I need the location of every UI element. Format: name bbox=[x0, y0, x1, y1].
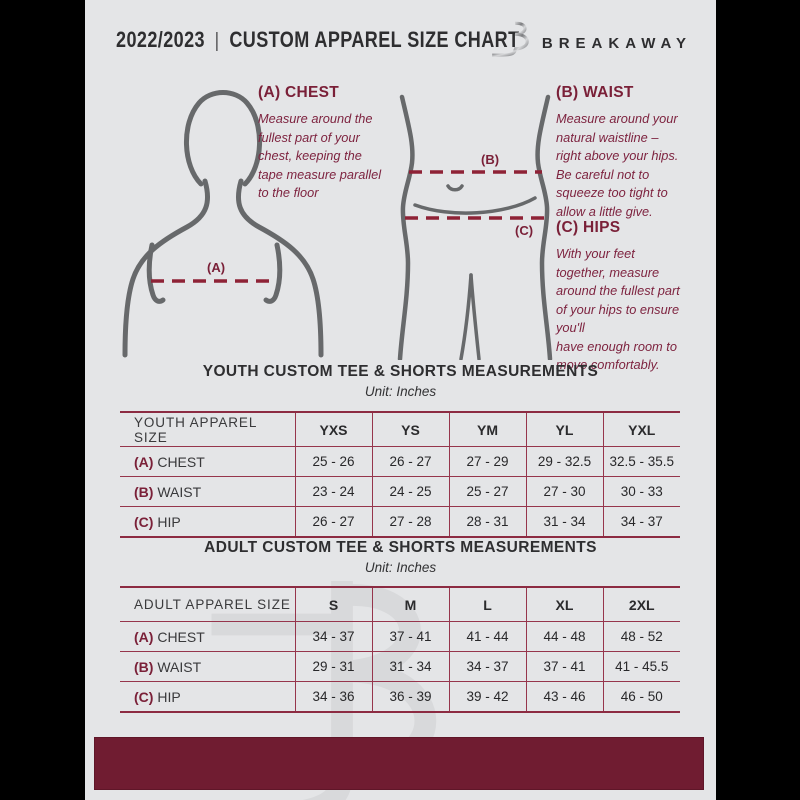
table-cell: 26 - 27 bbox=[371, 446, 449, 477]
table-cell: 26 - 27 bbox=[294, 506, 372, 537]
table-header-row: YOUTH APPAREL SIZE YXS YS YM YL YXL bbox=[120, 412, 680, 447]
table-cell: 36 - 39 bbox=[371, 681, 449, 712]
column-header: 2XL bbox=[602, 587, 680, 622]
table-cell: 34 - 37 bbox=[448, 651, 526, 682]
table-cell: 28 - 31 bbox=[448, 506, 526, 537]
table-cell: 27 - 30 bbox=[525, 476, 603, 507]
season-label: 2022/2023 bbox=[116, 27, 205, 52]
adult-size-header-label: ADULT APPAREL SIZE bbox=[134, 597, 291, 612]
hips-marker-label: (C) bbox=[515, 223, 533, 238]
lower-body-figure: (B) (C) bbox=[397, 94, 553, 360]
column-header: S bbox=[294, 587, 372, 622]
table-row: (B) WAIST 23 - 24 24 - 25 25 - 27 27 - 3… bbox=[120, 476, 680, 507]
row-label: (C) HIP bbox=[120, 506, 295, 537]
table-cell: 32.5 - 35.5 bbox=[602, 446, 680, 477]
waist-instruction-body: Measure around your natural waistline – … bbox=[556, 111, 679, 219]
table-cell: 30 - 33 bbox=[602, 476, 680, 507]
youth-table-unit: Unit: Inches bbox=[364, 384, 437, 399]
column-header: YM bbox=[448, 412, 526, 447]
table-row: (C) HIP 34 - 36 36 - 39 39 - 42 43 - 46 … bbox=[120, 681, 680, 712]
waist-instruction: (B) WAIST Measure around your natural wa… bbox=[556, 84, 716, 221]
table-row: (A) CHEST 25 - 26 26 - 27 27 - 29 29 - 3… bbox=[120, 446, 680, 477]
table-cell: 37 - 41 bbox=[371, 621, 449, 652]
chest-instruction-body: Measure around the fullest part of your … bbox=[258, 111, 382, 201]
page-title: 2022/2023 | CUSTOM APPAREL SIZE CHART bbox=[116, 27, 520, 53]
chest-marker-label: (A) bbox=[207, 260, 225, 275]
adult-table-title: ADULT CUSTOM TEE & SHORTS MEASUREMENTS bbox=[204, 539, 597, 556]
youth-size-table: YOUTH APPAREL SIZE YXS YS YM YL YXL (A) … bbox=[120, 411, 680, 538]
table-cell: 31 - 34 bbox=[371, 651, 449, 682]
column-header: YXL bbox=[602, 412, 680, 447]
brand-block: BREAKAWAY bbox=[488, 16, 692, 60]
breakaway-b-logo-icon bbox=[492, 21, 529, 57]
column-header: YL bbox=[525, 412, 603, 447]
table-cell: 39 - 42 bbox=[448, 681, 526, 712]
column-header: M bbox=[371, 587, 449, 622]
table-cell: 34 - 36 bbox=[294, 681, 372, 712]
table-cell: 48 - 52 bbox=[602, 621, 680, 652]
hips-instruction-body: With your feet together, measure around … bbox=[556, 246, 680, 373]
table-row: (B) WAIST 29 - 31 31 - 34 34 - 37 37 - 4… bbox=[120, 651, 680, 682]
row-label: (A) CHEST bbox=[120, 621, 295, 652]
adult-table-unit: Unit: Inches bbox=[364, 560, 437, 575]
table-cell: 37 - 41 bbox=[525, 651, 603, 682]
table-cell: 25 - 26 bbox=[294, 446, 372, 477]
column-header: XL bbox=[525, 587, 603, 622]
column-header: YS bbox=[371, 412, 449, 447]
row-label: (B) WAIST bbox=[120, 476, 295, 507]
youth-size-header-label: YOUTH APPAREL SIZE bbox=[134, 414, 257, 445]
hips-instruction-heading: (C) HIPS bbox=[556, 219, 621, 236]
chart-title: CUSTOM APPAREL SIZE CHART bbox=[229, 27, 520, 52]
table-cell: 29 - 32.5 bbox=[525, 446, 603, 477]
title-divider: | bbox=[214, 30, 220, 52]
table-cell: 41 - 44 bbox=[448, 621, 526, 652]
table-row: (C) HIP 26 - 27 27 - 28 28 - 31 31 - 34 … bbox=[120, 506, 680, 537]
waist-instruction-heading: (B) WAIST bbox=[556, 84, 634, 101]
table-row: (A) CHEST 34 - 37 37 - 41 41 - 44 44 - 4… bbox=[120, 621, 680, 652]
table-header-row: ADULT APPAREL SIZE S M L XL 2XL bbox=[120, 587, 680, 622]
adult-size-table: ADULT APPAREL SIZE S M L XL 2XL (A) CHES… bbox=[120, 586, 680, 713]
upper-body-figure: (A) bbox=[122, 90, 324, 358]
column-header: YXS bbox=[294, 412, 372, 447]
table-cell: 44 - 48 bbox=[525, 621, 603, 652]
youth-table-title: YOUTH CUSTOM TEE & SHORTS MEASUREMENTS bbox=[202, 363, 599, 380]
waist-marker-label: (B) bbox=[481, 152, 499, 167]
row-label: (B) WAIST bbox=[120, 651, 295, 682]
hips-instruction: (C) HIPS With your feet together, measur… bbox=[556, 219, 716, 375]
table-cell: 34 - 37 bbox=[602, 506, 680, 537]
row-label: (A) CHEST bbox=[120, 446, 295, 477]
chest-instruction-heading: (A) CHEST bbox=[258, 84, 340, 101]
table-cell: 25 - 27 bbox=[448, 476, 526, 507]
row-label: (C) HIP bbox=[120, 681, 295, 712]
size-chart-page: 2022/2023 | CUSTOM APPAREL SIZE CHART bbox=[85, 0, 716, 800]
table-cell: 43 - 46 bbox=[525, 681, 603, 712]
table-cell: 24 - 25 bbox=[371, 476, 449, 507]
table-cell: 31 - 34 bbox=[525, 506, 603, 537]
table-cell: 41 - 45.5 bbox=[602, 651, 680, 682]
table-cell: 27 - 29 bbox=[448, 446, 526, 477]
table-cell: 34 - 37 bbox=[294, 621, 372, 652]
chest-instruction: (A) CHEST Measure around the fullest par… bbox=[258, 84, 423, 203]
footer-accent-bar bbox=[94, 737, 704, 790]
brand-name: BREAKAWAY bbox=[541, 34, 692, 52]
table-cell: 23 - 24 bbox=[294, 476, 372, 507]
table-cell: 27 - 28 bbox=[371, 506, 449, 537]
table-cell: 29 - 31 bbox=[294, 651, 372, 682]
column-header: L bbox=[448, 587, 526, 622]
table-cell: 46 - 50 bbox=[602, 681, 680, 712]
